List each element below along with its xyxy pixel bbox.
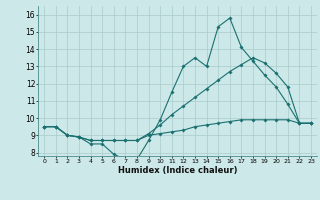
X-axis label: Humidex (Indice chaleur): Humidex (Indice chaleur) <box>118 166 237 175</box>
